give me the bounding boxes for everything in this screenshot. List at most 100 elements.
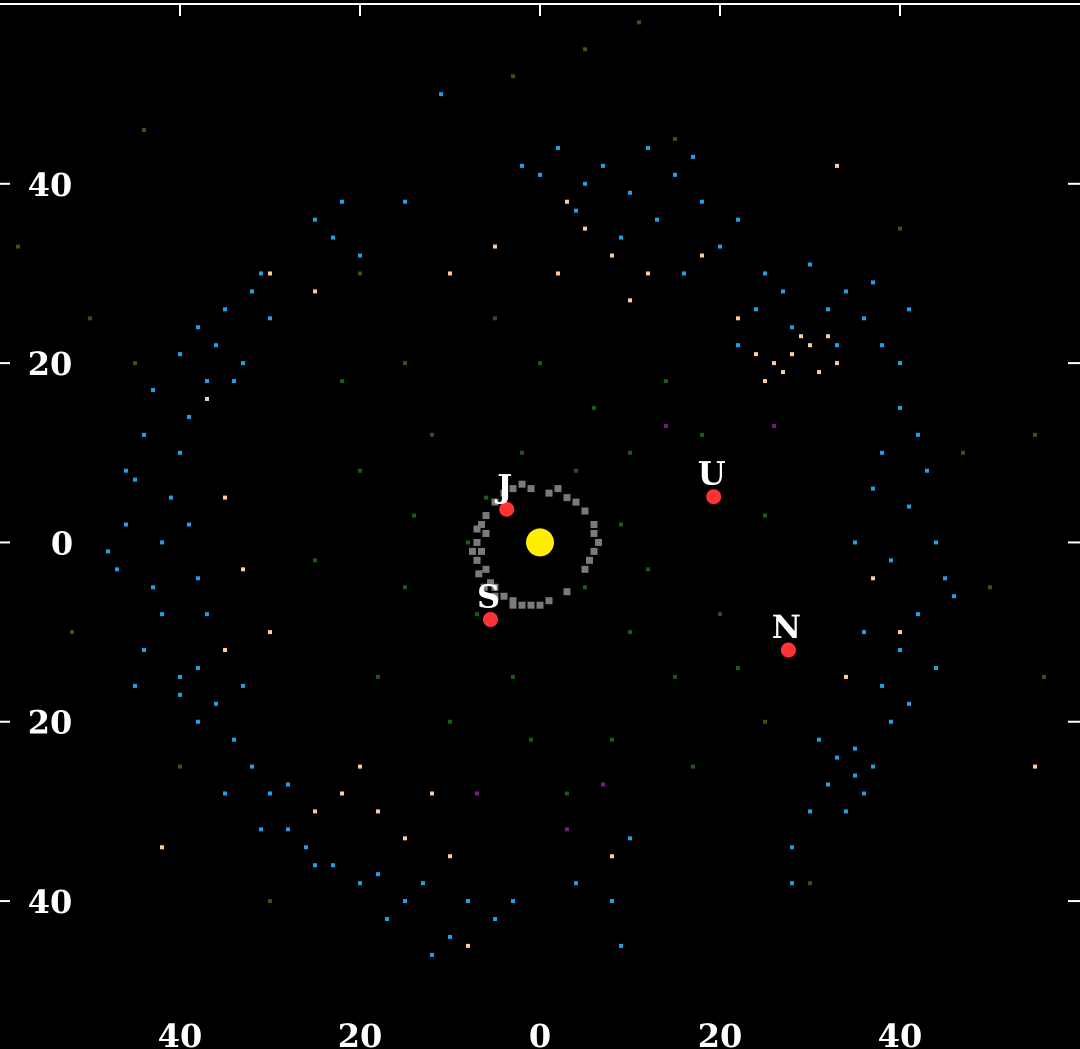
data-point — [500, 489, 508, 497]
data-point — [536, 601, 544, 609]
data-point — [376, 872, 380, 877]
data-point — [482, 512, 490, 520]
data-point — [473, 525, 481, 533]
data-point — [187, 414, 191, 419]
data-point — [133, 477, 137, 482]
data-point — [268, 791, 272, 796]
data-point — [205, 379, 209, 384]
data-point — [160, 845, 164, 850]
data-point — [673, 136, 677, 141]
data-point — [313, 217, 317, 222]
data-point — [124, 468, 128, 473]
data-point — [473, 556, 481, 564]
data-point — [487, 579, 494, 587]
data-point — [412, 513, 416, 518]
data-point — [403, 361, 407, 366]
data-point — [223, 307, 227, 312]
data-point — [763, 513, 767, 518]
data-point — [469, 547, 476, 555]
data-point — [556, 145, 560, 150]
x-tick-label: 20 — [338, 1017, 383, 1049]
data-point — [241, 361, 245, 366]
data-point — [403, 585, 407, 590]
data-point — [268, 630, 272, 635]
data-point — [448, 271, 452, 276]
data-point — [151, 585, 155, 590]
x-tick-label: 40 — [878, 1017, 923, 1049]
data-point — [509, 601, 517, 609]
y-tick-label: 40 — [28, 883, 73, 921]
x-tick-label: 40 — [158, 1017, 203, 1049]
data-point — [151, 388, 155, 393]
data-point — [628, 630, 632, 635]
data-point — [16, 244, 20, 249]
data-point — [358, 468, 362, 473]
data-point — [835, 163, 839, 168]
data-point — [808, 809, 812, 814]
data-point — [808, 343, 812, 348]
data-point — [196, 719, 200, 724]
data-point — [178, 674, 182, 679]
data-point — [520, 163, 524, 168]
point-series — [475, 423, 776, 832]
data-point — [511, 899, 515, 904]
data-point — [475, 570, 483, 578]
data-point — [563, 588, 571, 596]
axes — [0, 3, 1080, 903]
data-point — [808, 262, 812, 267]
data-point — [853, 540, 857, 545]
data-point — [700, 253, 704, 258]
data-point — [205, 612, 209, 617]
data-point — [106, 549, 110, 554]
data-point — [482, 565, 490, 573]
data-point — [358, 764, 362, 769]
data-point — [763, 379, 767, 384]
data-point — [583, 47, 587, 52]
data-point — [480, 583, 488, 591]
data-point — [268, 271, 272, 276]
point-series — [313, 316, 767, 796]
data-point — [799, 334, 803, 339]
data-point — [880, 683, 884, 688]
data-point — [590, 547, 598, 555]
data-point — [340, 199, 344, 204]
data-point — [313, 809, 317, 814]
data-point — [826, 334, 830, 339]
point-series — [160, 163, 1037, 948]
data-point — [700, 199, 704, 204]
data-point — [581, 507, 589, 515]
data-point — [646, 271, 650, 276]
data-point — [583, 585, 587, 590]
planet-label: S — [477, 578, 500, 616]
data-point — [565, 199, 569, 204]
data-point — [475, 791, 479, 796]
data-point — [790, 845, 794, 850]
data-point — [736, 217, 740, 222]
data-point — [610, 737, 614, 742]
data-point — [286, 782, 290, 787]
data-point — [475, 612, 479, 617]
data-point — [655, 217, 659, 222]
data-point — [826, 307, 830, 312]
point-series — [16, 20, 1046, 904]
data-point — [268, 316, 272, 321]
data-point — [898, 630, 902, 635]
data-point — [961, 450, 965, 455]
data-point — [142, 128, 146, 133]
data-point — [871, 486, 875, 491]
data-point — [466, 943, 470, 948]
data-point — [988, 585, 992, 590]
data-point — [1042, 674, 1046, 679]
data-point — [484, 495, 488, 500]
data-point — [826, 782, 830, 787]
data-point — [871, 280, 875, 285]
y-tick-label: 20 — [28, 345, 73, 383]
data-point — [581, 565, 589, 573]
data-point — [493, 244, 497, 249]
planet-marker — [706, 489, 722, 505]
data-point — [664, 379, 668, 384]
data-point — [646, 567, 650, 572]
data-point — [934, 540, 938, 545]
data-point — [538, 172, 542, 177]
data-point — [478, 521, 485, 528]
